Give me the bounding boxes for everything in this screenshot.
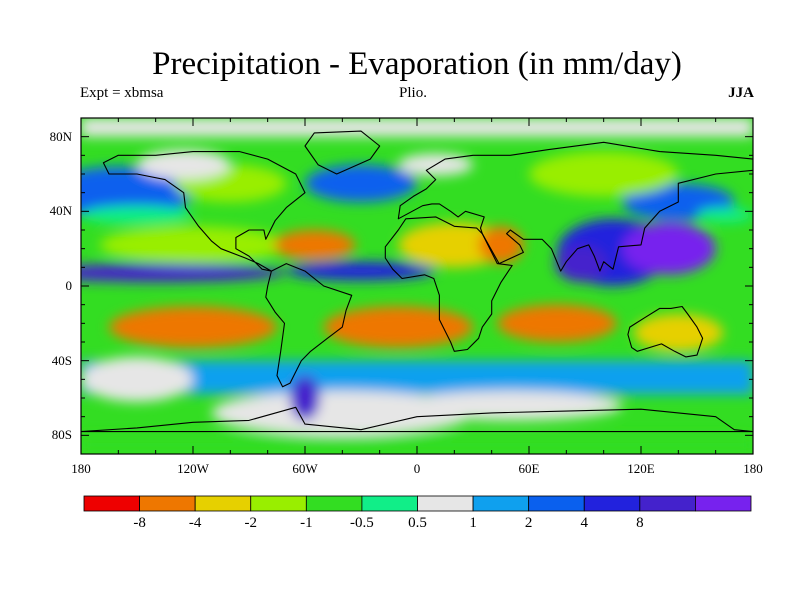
colorbar-label: -4	[188, 515, 202, 531]
eurasia-coast	[397, 141, 753, 272]
lon-label: 0	[413, 461, 421, 476]
lon-label: 60E	[518, 461, 540, 476]
lat-label: 40N	[49, 203, 72, 219]
field-contours	[81, 118, 753, 454]
colorbar-swatch	[528, 495, 585, 512]
south-indian-dry	[497, 304, 617, 343]
colorbar-swatch	[361, 495, 418, 512]
lat-label: 40S	[51, 352, 72, 368]
season-label: JJA	[728, 85, 754, 101]
colorbar-label: 4	[580, 515, 589, 531]
south-pacific-patch	[81, 356, 193, 402]
antarctic-interior	[81, 435, 753, 454]
colorbar-label: -1	[300, 515, 313, 531]
colorbar-label: -0.5	[350, 515, 374, 531]
itcz-pacific	[81, 263, 287, 283]
arctic-band	[81, 118, 753, 137]
lat-label: 80S	[51, 427, 72, 443]
lat-label: 0	[65, 278, 73, 293]
pacific-subtropical	[81, 205, 193, 225]
itcz-atlantic	[286, 261, 436, 281]
colorbar-swatch	[639, 495, 696, 512]
greenland-coast	[304, 130, 381, 175]
atlantic-dry	[273, 230, 356, 260]
lat-label: 80N	[49, 128, 72, 144]
plot-title: Precipitation - Evaporation (in mm/day)	[152, 46, 682, 82]
arabia-dry	[478, 226, 524, 264]
colorbar-swatch	[194, 495, 252, 512]
experiment-label: Expt = xbmsa	[80, 85, 164, 101]
north-america-coast	[102, 151, 306, 272]
axis-ticks	[80, 117, 754, 455]
south-america-coast	[265, 263, 353, 388]
colorbar-label: 1	[469, 515, 477, 531]
southern-ocean-band	[81, 360, 753, 395]
north-atlantic-storm	[305, 164, 417, 202]
se-pacific-dry	[109, 306, 277, 348]
coastlines	[81, 130, 753, 433]
map-field	[81, 118, 753, 454]
colorbar-swatch	[472, 495, 530, 512]
colorbar-swatch	[305, 495, 363, 512]
lon-label: 180	[743, 461, 763, 476]
lon-label: 120W	[177, 461, 209, 476]
colorbar-swatch	[417, 495, 474, 512]
siberia	[529, 151, 679, 197]
colorbar-label: -2	[244, 515, 258, 531]
lon-label: 120E	[627, 461, 655, 476]
australia-coast	[627, 305, 704, 358]
antarctica-coast	[81, 406, 753, 433]
colorbar-swatch	[583, 495, 641, 512]
south-atlantic-dry	[323, 306, 473, 348]
africa-coast	[384, 216, 513, 352]
alaska-patch	[137, 149, 231, 180]
colorbar-swatch	[83, 495, 140, 512]
colorbar-swatch	[695, 495, 752, 512]
lon-label: 180	[71, 461, 91, 476]
patagonia	[290, 375, 320, 421]
colorbar-label: 8	[636, 515, 644, 531]
colorbar-label: 2	[524, 515, 533, 531]
nw-pacific-band	[697, 207, 753, 223]
australia	[633, 314, 724, 352]
colorbar-swatch	[139, 495, 196, 512]
colorbar-label: -8	[133, 515, 146, 531]
west-pacific-warm-pool	[622, 222, 716, 275]
colorbar-swatch	[250, 495, 307, 512]
bay-of-bengal	[555, 244, 608, 283]
period-label: Plio.	[399, 85, 427, 101]
colorbar-label: 0.5	[408, 515, 427, 531]
lon-label: 60W	[292, 461, 318, 476]
south-indian-patch	[398, 390, 623, 421]
